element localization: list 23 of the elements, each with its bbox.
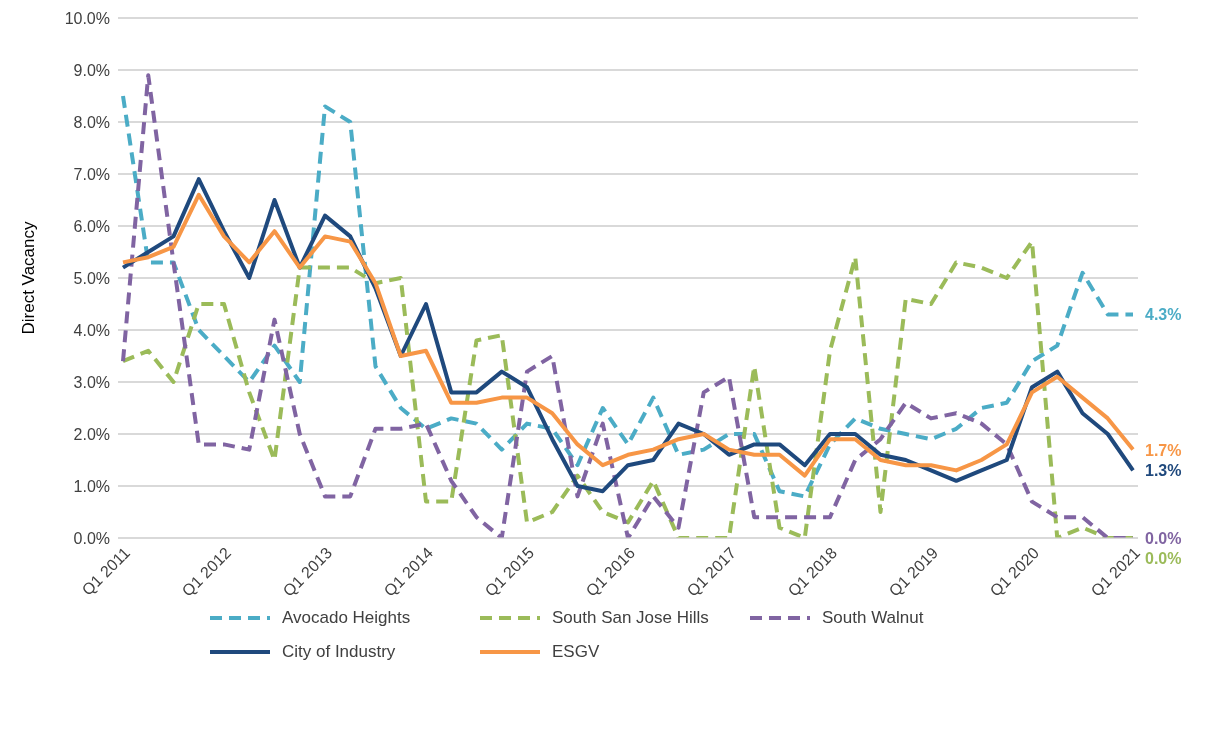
y-tick-label: 2.0% bbox=[73, 425, 110, 443]
legend-label: South San Jose Hills bbox=[552, 608, 709, 628]
legend-label: ESGV bbox=[552, 642, 600, 662]
y-tick-label: 3.0% bbox=[73, 373, 110, 391]
legend-label: South Walnut bbox=[822, 608, 924, 628]
data-label: 0.0% bbox=[1145, 550, 1182, 567]
y-tick-label: 8.0% bbox=[73, 113, 110, 131]
y-tick-label: 7.0% bbox=[73, 165, 110, 183]
legend-label: Avocado Heights bbox=[282, 608, 411, 628]
data-label: 1.3% bbox=[1145, 462, 1182, 480]
line-series bbox=[121, 239, 1135, 538]
y-tick-label: 6.0% bbox=[73, 217, 110, 235]
data-label: 1.7% bbox=[1145, 441, 1182, 459]
y-tick-label: 5.0% bbox=[73, 269, 110, 287]
y-axis-title: Direct Vacancy bbox=[19, 220, 39, 335]
y-tick-label: 1.0% bbox=[73, 477, 110, 495]
legend-label: City of Industry bbox=[282, 642, 396, 662]
y-tick-label: 10.0% bbox=[64, 9, 110, 27]
y-tick-label: 0.0% bbox=[73, 529, 110, 547]
y-tick-label: 9.0% bbox=[73, 61, 110, 79]
data-label: 0.0% bbox=[1145, 530, 1182, 547]
y-tick-label: 4.0% bbox=[73, 321, 110, 339]
data-label: 4.3% bbox=[1145, 306, 1182, 324]
